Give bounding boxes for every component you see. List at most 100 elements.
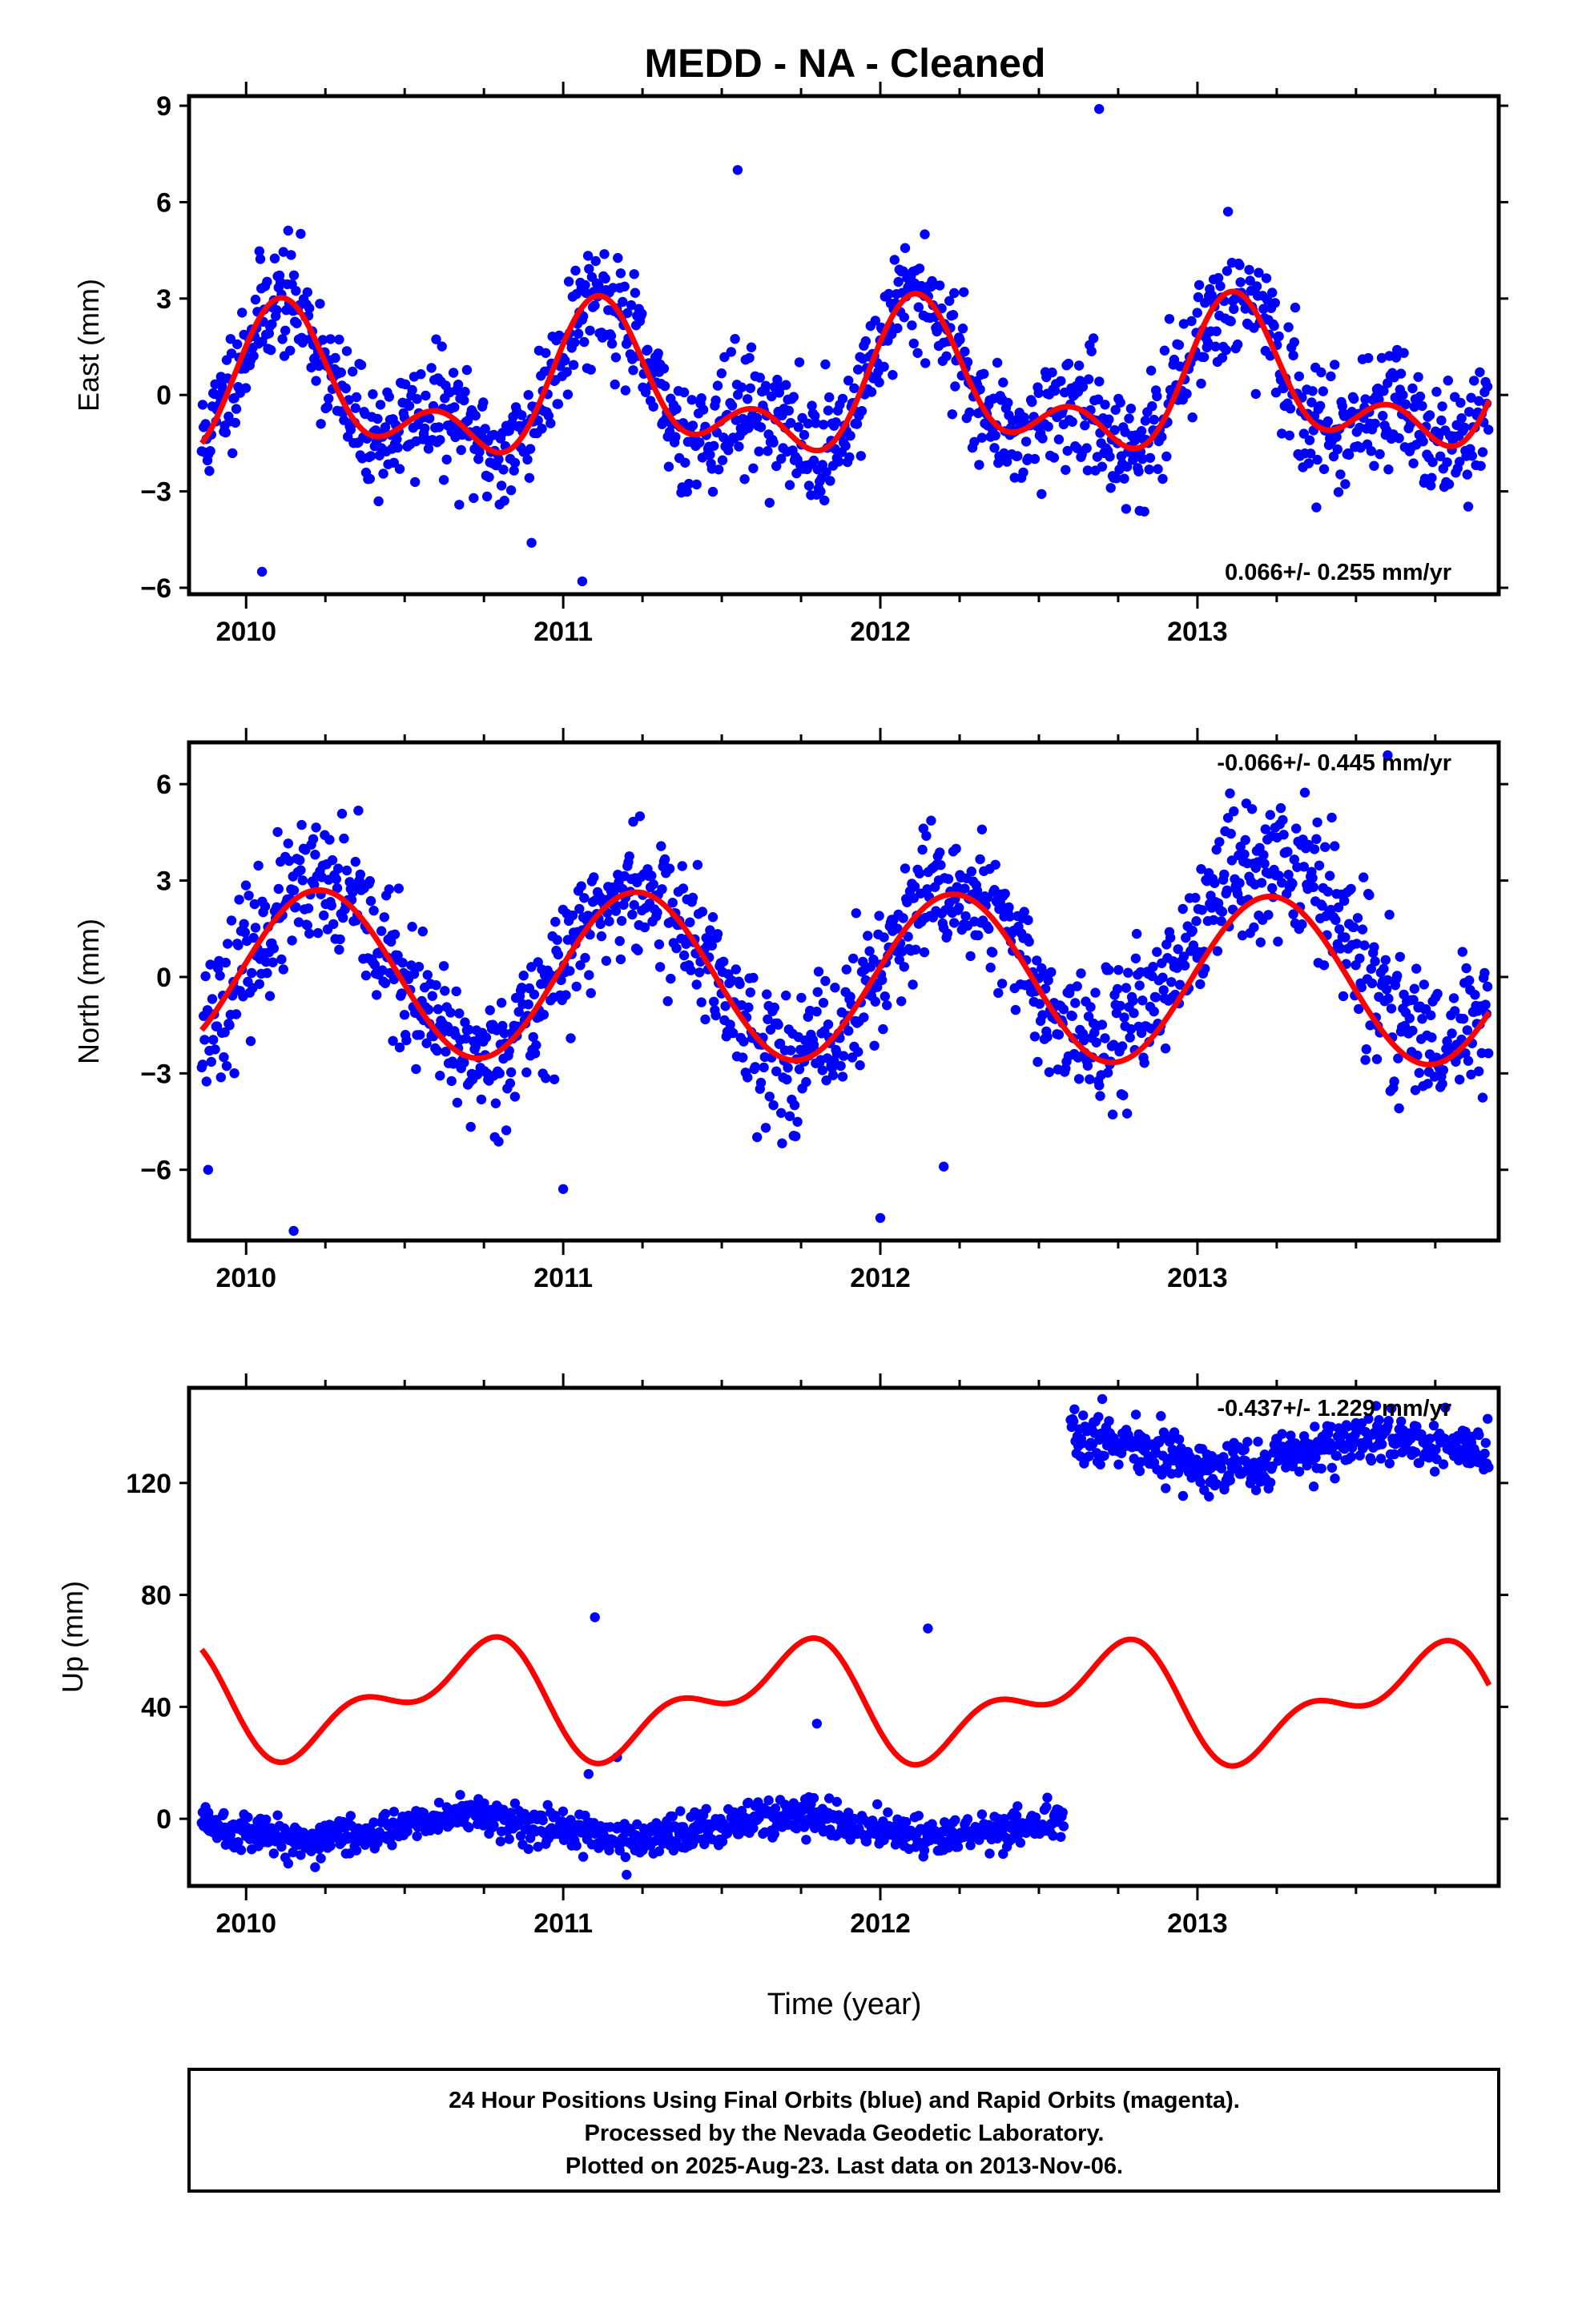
x-axis-label: Time (year) [767,1988,922,2021]
data-point [923,1623,933,1634]
data-point [581,287,591,299]
data-point [731,964,741,975]
data-point [1431,1454,1442,1465]
data-point [1288,350,1298,361]
data-point [464,1024,474,1035]
data-point [590,255,601,267]
data-point [1240,834,1250,846]
data-point [373,496,384,507]
data-point [496,480,507,491]
data-point [1042,1792,1053,1803]
data-point [1275,802,1286,814]
data-point [879,361,889,372]
data-point [1018,467,1029,478]
data-point [562,367,572,377]
data-point [1003,397,1013,408]
data-point [223,939,233,949]
data-point [1109,424,1120,436]
data-point [743,1002,754,1013]
data-point [1004,902,1014,913]
data-point [1374,1415,1384,1425]
data-point [1063,358,1074,369]
data-point [1219,869,1230,880]
data-point [203,1164,213,1175]
data-point [304,928,315,939]
data-point [659,854,670,865]
data-point [1349,922,1359,933]
data-point [1187,925,1198,936]
data-point [1375,448,1385,460]
data-point [542,1799,553,1811]
data-point [461,364,473,376]
data-point [435,435,445,445]
data-point [1225,788,1235,798]
data-point [1208,915,1219,926]
data-point [1461,963,1471,974]
data-point [694,967,705,978]
data-point [1379,386,1389,396]
data-point [1211,844,1222,855]
data-point [1483,424,1494,435]
data-point [553,949,564,960]
data-point [664,863,675,874]
data-point [1418,436,1428,447]
data-point [561,990,571,1000]
data-point [807,400,817,411]
data-point [1438,1065,1449,1076]
data-point [392,434,402,444]
data-point [1371,1401,1382,1411]
data-point [760,380,771,391]
data-point [1104,1416,1114,1426]
data-point [1044,1067,1055,1078]
data-point [1123,967,1133,978]
data-point [412,394,422,404]
data-point [687,420,698,431]
data-point [231,1009,242,1019]
data-point [919,1845,930,1856]
y-axis-label: Up (mm) [56,1581,89,1693]
data-point [1250,388,1262,400]
data-point [422,970,433,980]
data-point [446,1076,457,1087]
data-point [1015,1837,1026,1848]
data-point [819,495,830,506]
data-point [759,1062,769,1073]
data-point [1117,1041,1128,1051]
data-point [245,1035,256,1047]
data-point [606,331,617,341]
data-point [845,991,855,1002]
data-point [610,379,620,390]
data-point [1408,995,1419,1005]
data-point [691,479,702,490]
data-point [917,844,928,855]
data-point [1351,939,1363,949]
data-point [1365,1020,1375,1031]
data-point [944,296,955,306]
data-point [1121,983,1132,993]
data-point [748,463,759,473]
data-point [1105,452,1115,462]
data-point [939,1161,949,1172]
data-point [1164,314,1175,324]
data-point [716,368,727,379]
data-point [1394,1103,1404,1114]
data-point [1058,1821,1069,1831]
data-point [470,1042,481,1052]
data-point [360,970,372,981]
data-point [431,334,441,344]
data-point [620,1852,631,1863]
data-point [663,461,674,472]
data-point [1410,1085,1421,1096]
data-point [984,1848,995,1859]
data-point [244,891,254,901]
data-point [210,1044,220,1055]
data-point [1097,1393,1108,1405]
data-point [1427,472,1437,483]
data-point [577,576,588,587]
data-point [957,324,968,334]
data-point [658,364,670,374]
data-point [1218,1452,1229,1462]
data-point [1306,448,1316,459]
data-point [1053,1029,1065,1040]
data-point [537,424,547,434]
